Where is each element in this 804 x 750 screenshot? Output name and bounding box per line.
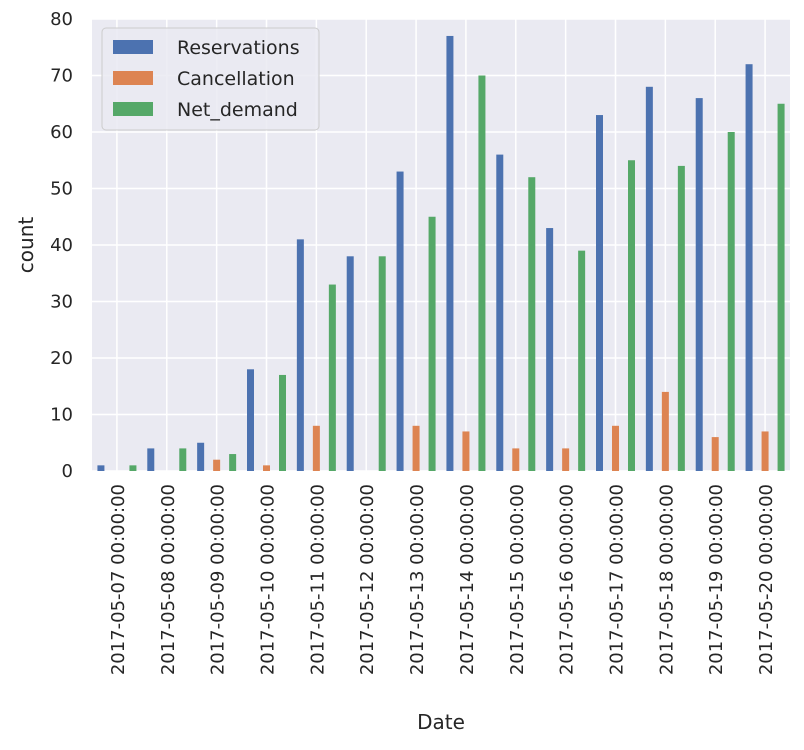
- y-tick-label: 20: [50, 348, 73, 369]
- bar-net-demand: [179, 448, 187, 471]
- bar-reservations: [147, 448, 155, 471]
- bar-reservations: [745, 64, 753, 471]
- bar-cancellation: [213, 459, 221, 471]
- y-tick-label: 10: [50, 405, 73, 426]
- bar-net-demand: [378, 256, 386, 471]
- legend-label: Net_demand: [177, 99, 298, 121]
- bar-net-demand: [129, 465, 137, 471]
- bar-cancellation: [512, 448, 520, 471]
- bar-cancellation: [312, 425, 320, 471]
- bar-cancellation: [711, 437, 719, 471]
- bar-net-demand: [578, 250, 586, 471]
- x-tick-label: 2017-05-07 00:00:00: [108, 484, 129, 675]
- bar-cancellation: [761, 431, 769, 471]
- bar-net-demand: [229, 454, 237, 471]
- y-tick-labels: 0 10 20 30 40 50 60 70 80: [50, 9, 73, 482]
- y-tick-label: 60: [50, 122, 73, 143]
- legend-swatch: [113, 102, 153, 116]
- y-tick-label: 50: [50, 179, 73, 200]
- legend-label: Cancellation: [177, 68, 295, 90]
- legend: Reservations Cancellation Net_demand: [101, 27, 320, 131]
- x-tick-label: 2017-05-16 00:00:00: [557, 484, 578, 675]
- bar-net-demand: [328, 284, 336, 471]
- bar-reservations: [247, 369, 254, 471]
- bar-net-demand: [478, 75, 486, 471]
- bar-net-demand: [777, 103, 785, 471]
- bars: [97, 35, 785, 472]
- legend-swatch: [113, 40, 153, 54]
- bar-reservations: [446, 35, 454, 471]
- y-axis-label: count: [14, 217, 38, 274]
- bar-reservations: [496, 154, 504, 471]
- y-tick-label: 70: [50, 66, 73, 87]
- bar-cancellation: [462, 431, 470, 471]
- bar-reservations: [596, 115, 603, 472]
- y-tick-label: 30: [50, 292, 73, 313]
- x-axis-label: Date: [417, 710, 465, 734]
- legend-label: Reservations: [177, 37, 300, 59]
- legend-frame: [101, 27, 320, 131]
- x-tick-label: 2017-05-12 00:00:00: [357, 484, 378, 675]
- bar-net-demand: [428, 216, 436, 471]
- bar-cancellation: [412, 425, 420, 471]
- bar-net-demand: [628, 160, 635, 471]
- x-tick-label: 2017-05-14 00:00:00: [457, 484, 478, 675]
- bar-reservations: [546, 228, 554, 471]
- bar-reservations: [197, 442, 205, 471]
- bar-cancellation: [661, 391, 669, 471]
- x-tick-label: 2017-05-17 00:00:00: [607, 484, 628, 675]
- bar-cancellation: [612, 425, 619, 471]
- x-tick-label: 2017-05-15 00:00:00: [507, 484, 528, 675]
- bar-reservations: [346, 256, 354, 471]
- legend-swatch: [113, 71, 153, 85]
- bar-cancellation: [263, 465, 270, 471]
- x-tick-label: 2017-05-10 00:00:00: [258, 484, 279, 675]
- bar-cancellation: [562, 448, 570, 471]
- x-tick-label: 2017-05-09 00:00:00: [208, 484, 229, 675]
- bar-net-demand: [727, 132, 735, 471]
- bar-reservations: [396, 171, 404, 472]
- x-tick-label: 2017-05-18 00:00:00: [656, 484, 677, 675]
- y-tick-label: 40: [50, 235, 73, 256]
- bar-reservations: [645, 86, 653, 472]
- x-tick-label: 2017-05-20 00:00:00: [756, 484, 777, 675]
- bar-net-demand: [528, 177, 536, 471]
- x-tick-label: 2017-05-13 00:00:00: [407, 484, 428, 675]
- y-tick-label: 80: [50, 9, 73, 30]
- x-tick-label: 2017-05-08 00:00:00: [158, 484, 179, 675]
- bar-reservations: [97, 465, 105, 471]
- bar-net-demand: [677, 165, 685, 471]
- x-tick-labels: 2017-05-07 00:00:00 2017-05-08 00:00:00 20…: [108, 484, 777, 675]
- y-tick-label: 0: [62, 461, 73, 482]
- x-tick-label: 2017-05-19 00:00:00: [706, 484, 727, 675]
- bar-reservations: [296, 239, 304, 471]
- bar-reservations: [695, 98, 703, 471]
- x-tick-label: 2017-05-11 00:00:00: [307, 484, 328, 675]
- bar-net-demand: [279, 374, 286, 471]
